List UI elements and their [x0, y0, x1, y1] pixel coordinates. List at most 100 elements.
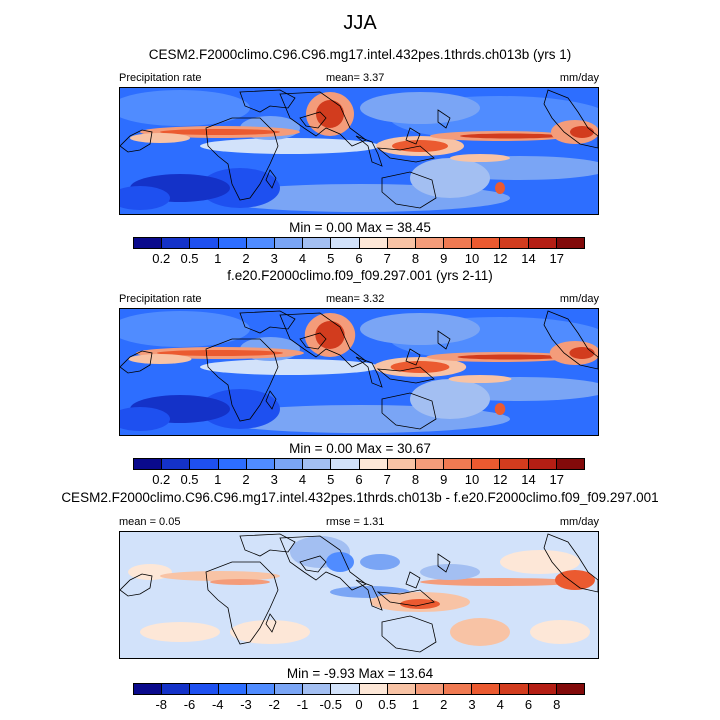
coastline: [205, 117, 279, 201]
coastline: [265, 390, 277, 410]
colorbar-segment: [303, 459, 332, 469]
colorbar-tick-label: 12: [493, 251, 508, 266]
colorbar-tick-label: 0.5: [180, 472, 199, 487]
panel3-title: CESM2.F2000climo.C96.C96.mg17.intel.432p…: [61, 490, 659, 505]
colorbar-segment: [218, 684, 247, 694]
colorbar-tick-label: 6: [355, 251, 363, 266]
colorbar-segment: [387, 459, 416, 469]
precip-region: [200, 138, 380, 154]
colorbar-segment: [556, 684, 584, 694]
panel2-units-label: mm/day: [559, 293, 599, 305]
coastline: [376, 366, 435, 384]
precip-region: [360, 92, 480, 124]
panel2-map: [119, 308, 599, 436]
coastline: [205, 338, 279, 422]
panel1-colorbar-ticks: 0.2 0.5 1 2 3 4 5 6 7 8 9 10 12 14 17: [133, 251, 585, 266]
colorbar-segment: [331, 684, 360, 694]
coastline: [405, 571, 421, 589]
difference-region: [360, 554, 400, 570]
precip-region: [120, 186, 170, 210]
colorbar-tick-label: 3: [270, 251, 278, 266]
colorbar-tick-label: 3: [270, 472, 278, 487]
coastline: [279, 535, 367, 591]
panel3-mean-label: mean = 0.05: [119, 516, 181, 528]
precip-region: [120, 407, 170, 431]
colorbar-segment: [472, 684, 501, 694]
precip-region: [200, 389, 280, 429]
panel2-mean-label: mean= 3.32: [326, 293, 385, 305]
panel3-colorbar: [133, 683, 585, 695]
colorbar-tick-label: -0.5: [319, 697, 342, 712]
colorbar-tick-label: 17: [549, 251, 564, 266]
panel1-mean-label: mean= 3.37: [326, 72, 385, 84]
panel3-map: [119, 531, 599, 659]
colorbar-tick-label: 10: [464, 472, 480, 487]
colorbar-segment: [500, 684, 529, 694]
coastline: [299, 555, 327, 573]
colorbar-tick-label: 4: [496, 697, 504, 712]
difference-region: [555, 570, 595, 590]
panel1-variable-label: Precipitation rate: [119, 72, 202, 84]
panel1-colorbar: [133, 237, 585, 249]
colorbar-segment: [274, 238, 304, 248]
coastline: [543, 533, 598, 593]
colorbar-tick-label: 0: [355, 697, 363, 712]
difference-region: [140, 622, 220, 642]
precip-region: [410, 379, 490, 419]
colorbar-segment: [162, 238, 191, 248]
colorbar-tick-label: 6: [355, 472, 363, 487]
colorbar-tick-label: 8: [411, 251, 420, 266]
difference-region: [210, 579, 270, 585]
coastline: [405, 348, 421, 366]
colorbar-segment: [134, 684, 163, 694]
panel1-units-label: mm/day: [559, 72, 599, 84]
coastline: [543, 89, 598, 149]
precip-region: [120, 311, 250, 347]
colorbar-segment: [359, 238, 388, 248]
panel3-units-label: mm/day: [559, 516, 599, 528]
coastline: [239, 310, 296, 334]
panel1-minmax: Min = 0.00 Max = 38.45: [289, 220, 431, 235]
colorbar-segment: [359, 459, 388, 469]
difference-region: [230, 620, 310, 644]
colorbar-tick-label: 2: [242, 251, 250, 266]
colorbar-tick-label: 0.5: [378, 697, 397, 712]
colorbar-tick-label: -3: [240, 697, 252, 712]
difference-region: [326, 552, 354, 572]
coastline: [120, 573, 153, 597]
colorbar-tick-label: 0.2: [152, 472, 171, 487]
colorbar-segment: [162, 684, 191, 694]
colorbar-segment: [246, 459, 275, 469]
difference-region: [420, 578, 580, 586]
precip-maximum: [157, 350, 283, 356]
colorbar-segment: [556, 238, 584, 248]
colorbar-segment: [218, 459, 247, 469]
colorbar-segment: [387, 238, 416, 248]
colorbar-tick-label: 8: [553, 697, 561, 712]
difference-region: [500, 550, 580, 574]
colorbar-tick-label: 14: [521, 251, 536, 266]
colorbar-tick-label: 10: [464, 251, 480, 266]
precip-maximum: [450, 154, 510, 162]
colorbar-tick-label: 5: [327, 472, 335, 487]
difference-region: [420, 564, 480, 580]
coastline: [405, 127, 421, 145]
precip-region: [200, 359, 380, 375]
colorbar-tick-label: -6: [183, 697, 196, 712]
difference-region: [400, 599, 440, 609]
colorbar-segment: [162, 459, 191, 469]
colorbar-segment: [387, 684, 416, 694]
colorbar-segment: [331, 459, 360, 469]
colorbar-segment: [528, 459, 557, 469]
coastline: [381, 171, 437, 209]
colorbar-segment: [331, 238, 360, 248]
colorbar-segment: [190, 684, 219, 694]
precip-maximum: [460, 133, 560, 139]
colorbar-segment: [274, 684, 304, 694]
colorbar-segment: [415, 459, 445, 469]
colorbar-tick-label: 1: [214, 472, 222, 487]
colorbar-segment: [556, 459, 584, 469]
colorbar-tick-label: 9: [440, 472, 448, 487]
colorbar-tick-label: 4: [298, 472, 307, 487]
colorbar-segment: [500, 459, 529, 469]
